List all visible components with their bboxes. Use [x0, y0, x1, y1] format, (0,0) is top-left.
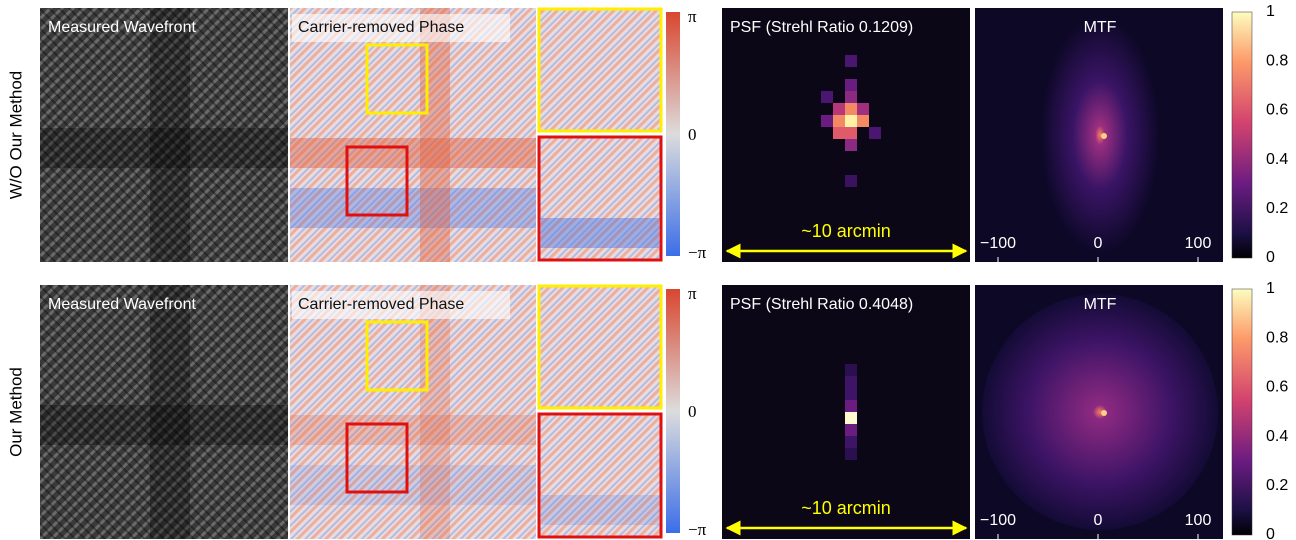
psf-pixel — [869, 127, 881, 139]
scale-label: ~10 arcmin — [801, 221, 891, 241]
wavefront-band — [150, 285, 190, 539]
mtf-title: MTF — [1084, 19, 1117, 36]
mtf-glow — [1040, 15, 1160, 255]
phase-colorbar-label: π — [688, 284, 697, 303]
phase-colorbar — [666, 289, 680, 533]
phase-colorbar-label: 0 — [688, 125, 697, 144]
psf-pixel — [845, 388, 857, 400]
mtf-axis-label: 0 — [1094, 512, 1103, 529]
phase-image — [290, 8, 536, 262]
psf-pixel — [845, 175, 857, 187]
mtf-colorbar-label: 1 — [1266, 280, 1275, 297]
row-label: W/O Our Method — [6, 71, 25, 199]
mtf-colorbar-label: 0.2 — [1266, 200, 1288, 217]
row-label: Our Method — [6, 367, 25, 457]
mtf-colorbar-label: 0.8 — [1266, 52, 1288, 69]
mtf-colorbar-label: 0.8 — [1266, 329, 1288, 346]
psf-pixel — [845, 364, 857, 376]
psf-pixel — [845, 91, 857, 103]
wavefront-texture — [40, 8, 288, 262]
inset-band — [541, 495, 659, 525]
phase-image — [290, 285, 536, 539]
phase-band — [290, 188, 536, 228]
mtf-axis-label: 100 — [1185, 235, 1212, 252]
mtf-axis-label: 0 — [1094, 235, 1103, 252]
mtf-colorbar-label: 0.2 — [1266, 477, 1288, 494]
psf-pixel — [821, 115, 833, 127]
mtf-peak — [1101, 133, 1107, 139]
phase-colorbar-label: −π — [688, 520, 707, 539]
mtf-glow — [982, 294, 1218, 530]
red-box — [345, 422, 409, 494]
phase-colorbar-label: π — [688, 7, 697, 26]
mtf-axis-label: −100 — [980, 512, 1016, 529]
psf-pixel — [845, 412, 857, 424]
phase-colorbar-label: 0 — [688, 402, 697, 421]
phase-title-bg — [292, 291, 510, 319]
mtf-peak — [1101, 410, 1107, 416]
phase-band — [420, 8, 450, 262]
psf-pixel — [833, 127, 845, 139]
inset-yellow — [537, 7, 663, 133]
mtf-colorbar-label: 1 — [1266, 3, 1275, 20]
mtf-axis-label: −100 — [980, 235, 1016, 252]
phase-band — [290, 415, 536, 445]
inset-red — [537, 135, 663, 262]
psf-pixel — [845, 55, 857, 67]
psf-pixel — [845, 448, 857, 460]
scale-label: ~10 arcmin — [801, 498, 891, 518]
mtf-colorbar-label: 0 — [1266, 249, 1275, 266]
phase-title: Carrier-removed Phase — [298, 296, 464, 313]
inset-band — [541, 218, 659, 248]
psf-pixel — [845, 115, 857, 127]
phase-colorbar-label: −π — [688, 243, 707, 262]
phase-colorbar — [666, 12, 680, 256]
psf-title: PSF (Strehl Ratio 0.4048) — [730, 296, 913, 313]
psf-pixel — [821, 91, 833, 103]
red-box — [345, 145, 409, 217]
phase-band — [420, 285, 450, 539]
mtf-colorbar-label: 0.4 — [1266, 151, 1288, 168]
mtf-colorbar-label: 0.6 — [1266, 379, 1288, 396]
phase-title: Carrier-removed Phase — [298, 19, 464, 36]
mtf-colorbar-label: 0 — [1266, 526, 1275, 540]
psf-pixel — [833, 115, 845, 127]
yellow-box — [365, 320, 429, 392]
phase-title-bg — [292, 14, 510, 42]
phase-band — [290, 465, 536, 505]
wavefront-band — [150, 8, 190, 262]
psf-pixel — [845, 127, 857, 139]
psf-pixel — [857, 103, 869, 115]
psf-pixel — [845, 400, 857, 412]
psf-pixel — [845, 139, 857, 151]
wavefront-title: Measured Wavefront — [48, 19, 196, 36]
psf-pixel — [845, 79, 857, 91]
psf-pixel — [857, 115, 869, 127]
mtf-axis-label: 100 — [1185, 512, 1212, 529]
mtf-colorbar-label: 0.4 — [1266, 428, 1288, 445]
psf-pixel — [845, 436, 857, 448]
wavefront-band — [40, 128, 288, 168]
inset-red — [537, 412, 663, 539]
psf-pixel — [833, 103, 845, 115]
wavefront-texture — [40, 285, 288, 539]
mtf-colorbar-label: 0.6 — [1266, 102, 1288, 119]
inset-yellow — [537, 284, 663, 410]
phase-band — [290, 138, 536, 168]
wavefront-title: Measured Wavefront — [48, 296, 196, 313]
psf-pixel — [845, 376, 857, 388]
psf-pixel — [845, 424, 857, 436]
psf-pixel — [845, 103, 857, 115]
yellow-box — [365, 43, 429, 115]
mtf-title: MTF — [1084, 296, 1117, 313]
psf-title: PSF (Strehl Ratio 0.1209) — [730, 19, 913, 36]
mtf-colorbar — [1231, 11, 1253, 259]
wavefront-band — [40, 405, 288, 445]
mtf-colorbar — [1231, 288, 1253, 536]
